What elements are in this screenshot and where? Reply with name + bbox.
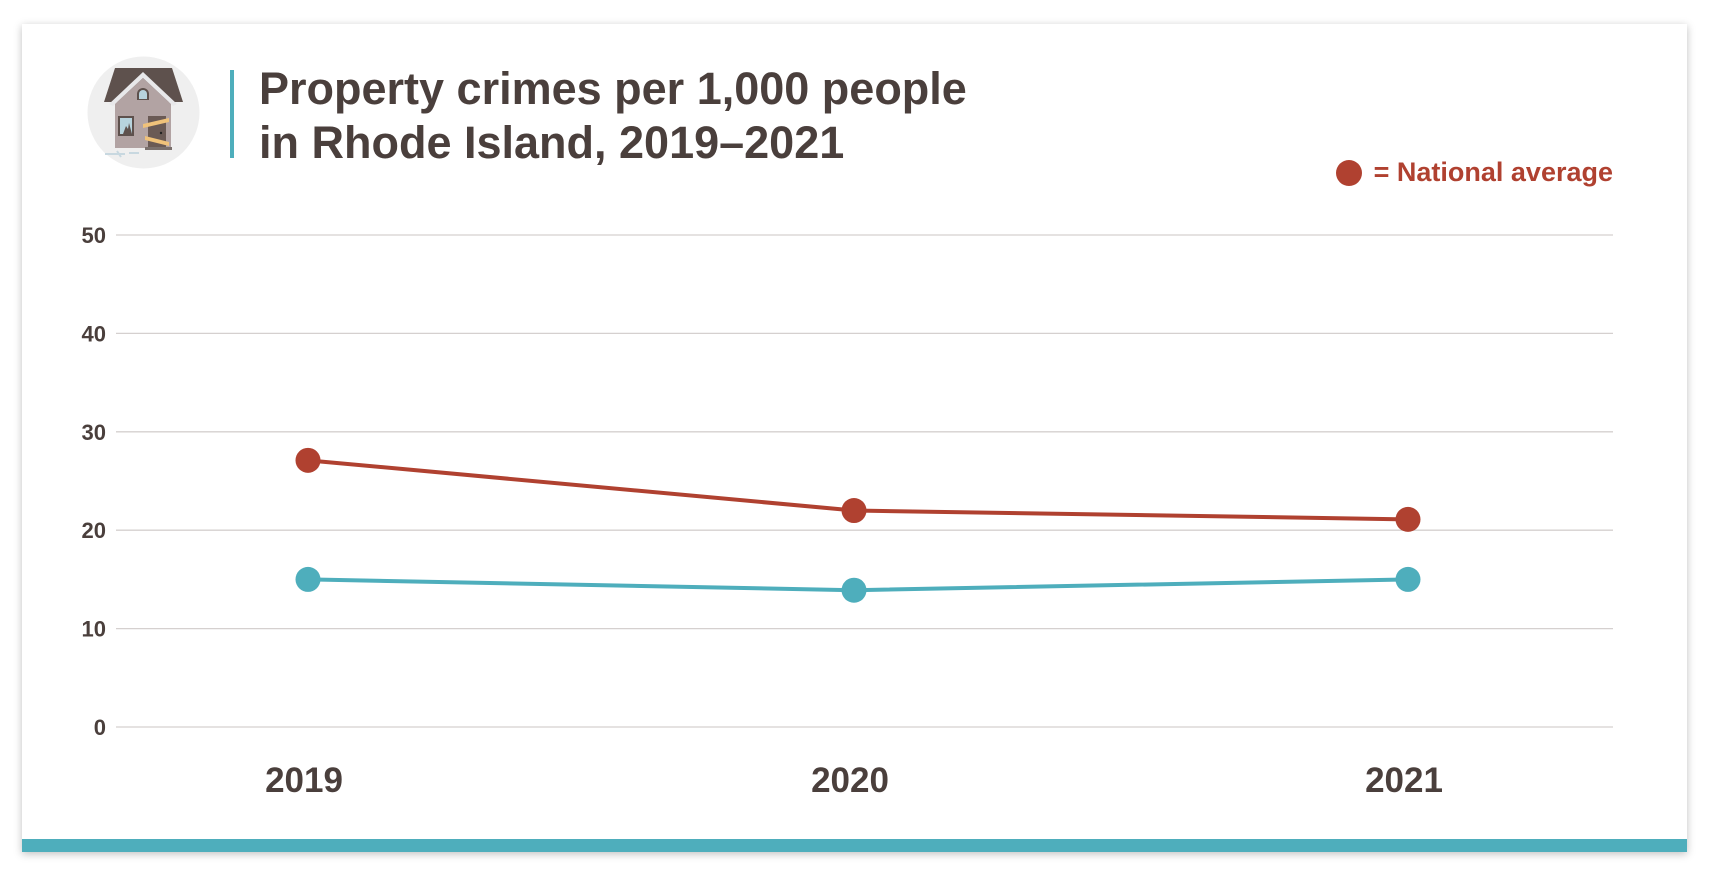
x-tick-label: 2020: [811, 761, 889, 800]
chart-card: [22, 24, 1687, 852]
y-tick-label: 50: [82, 223, 106, 248]
legend: = National average: [1335, 157, 1613, 188]
accent-bottom-bar: [22, 839, 1687, 852]
chart-title: Property crimes per 1,000 people in Rhod…: [259, 62, 967, 170]
x-tick-label: 2019: [265, 761, 343, 800]
data-point: [1395, 566, 1421, 592]
data-point: [295, 447, 321, 473]
legend-label-national: = National average: [1373, 157, 1613, 187]
data-point: [841, 577, 867, 603]
x-tick-label: 2021: [1365, 761, 1443, 800]
y-tick-label: 30: [82, 420, 106, 445]
series-rhode-island: [295, 566, 1421, 603]
y-tick-label: 40: [82, 321, 106, 346]
data-point: [841, 498, 867, 524]
y-tick-label: 20: [82, 518, 106, 543]
data-point: [1395, 506, 1421, 532]
data-point: [295, 566, 321, 592]
damaged-house-icon: [87, 56, 200, 169]
title-line-2: in Rhode Island, 2019–2021: [259, 117, 845, 168]
title-accent-bar: [230, 70, 234, 158]
y-tick-label: 10: [82, 617, 106, 642]
series-national-average: [295, 447, 1421, 532]
title-line-1: Property crimes per 1,000 people: [259, 63, 967, 114]
y-tick-label: 0: [94, 715, 106, 740]
legend-marker-national: [1335, 159, 1362, 186]
